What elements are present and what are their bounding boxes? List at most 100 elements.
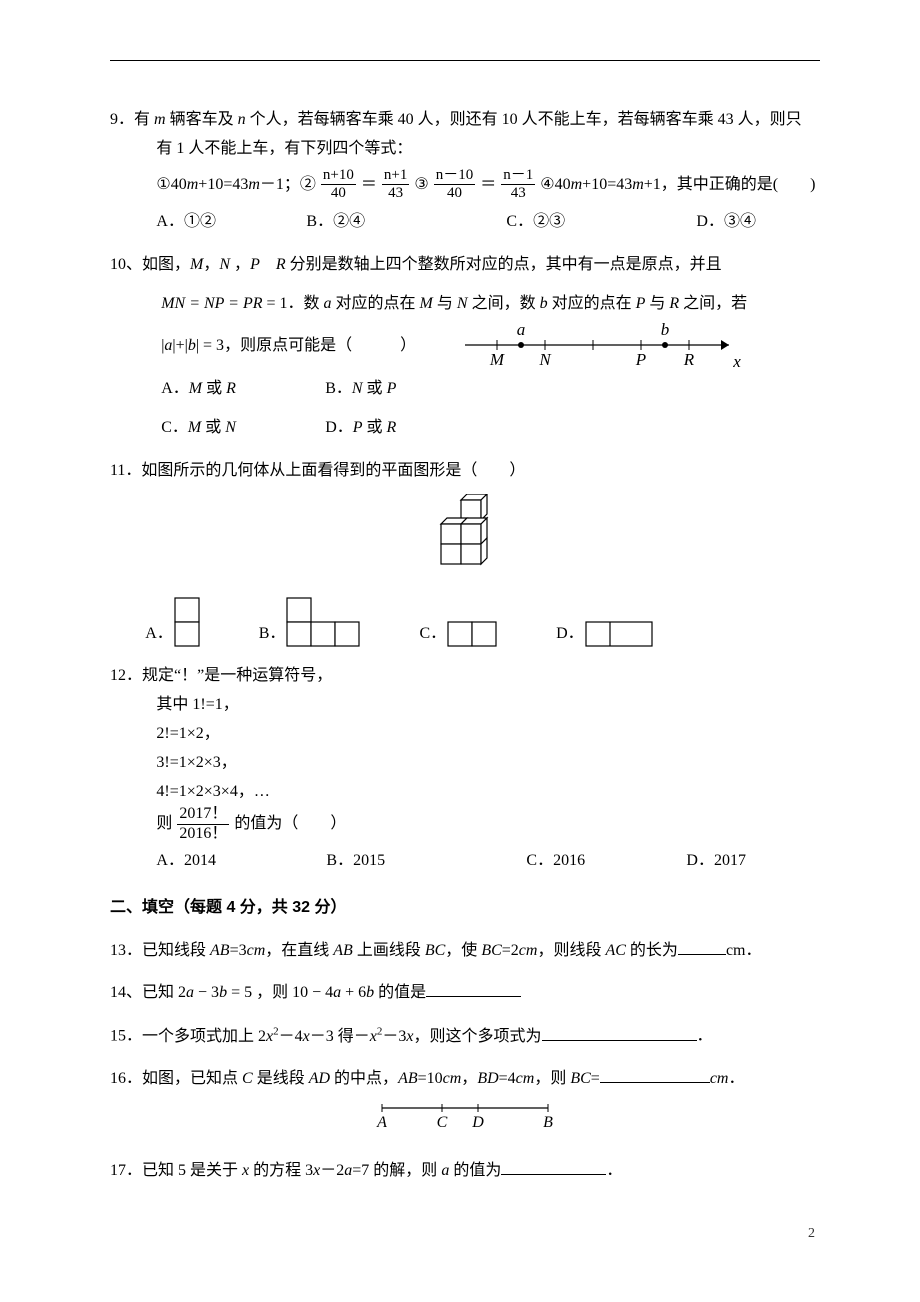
q12-line3: 2!=1×2， <box>110 720 820 749</box>
q15-period: ． <box>697 1028 713 1045</box>
q15-number: 15． <box>110 1028 142 1045</box>
q9-eq-prefix: ①40m+10=43m－1；② <box>156 176 316 193</box>
q16-number: 16． <box>110 1070 142 1087</box>
q11-opt-d: D． <box>556 620 654 649</box>
q11-opt-a: A． <box>145 596 201 648</box>
q12-l6-pre: 则 <box>156 815 172 832</box>
page-number: 2 <box>110 1221 820 1246</box>
q9-options: A．①② B．②④ C．②③ D．③④ <box>110 208 820 237</box>
q12-frac: 2017！2016！ <box>177 806 229 843</box>
q11-fig-d <box>584 620 654 648</box>
q12-line5: 4!=1×2×3×4，… <box>110 778 820 807</box>
header-rule <box>110 60 820 61</box>
q9-opt-d: D．③④ <box>696 208 756 237</box>
label-x: x <box>732 352 741 371</box>
q12-line1: 12．规定“！”是一种运算符号， <box>110 662 820 691</box>
q10-number: 10、 <box>110 256 142 273</box>
q13-number: 13． <box>110 942 142 959</box>
q14-blank <box>426 980 521 997</box>
q12-options: A．2014 B．2015 C．2016 D．2017 <box>110 847 820 876</box>
q9-frac-1: n+1040 <box>321 168 356 203</box>
q9-text-1: 有 m 辆客车及 n 个人，若每辆客车乘 40 人，则还有 10 人不能上车，若… <box>134 111 802 128</box>
q9-frac-4: n－143 <box>501 168 535 203</box>
q13-blank <box>678 938 726 955</box>
q14-number: 14、 <box>110 984 142 1001</box>
label-P: P <box>635 350 646 369</box>
q9-eq-sep1: ＝ <box>361 176 377 193</box>
q12-l6-post: 的值为（ ） <box>234 815 346 832</box>
q10-line1: 10、如图，M，N ，P R 分别是数轴上四个整数所对应的点，其中有一点是原点，… <box>110 251 820 280</box>
seg-label-A: A <box>376 1114 387 1131</box>
label-M: M <box>489 350 505 369</box>
q11-opt-b: B． <box>259 596 362 648</box>
q11-line1: 11．如图所示的几何体从上面看得到的平面图形是（ ） <box>110 457 820 486</box>
q14-text: 已知 2a − 3b = 5 ，则 10 − 4a + 6b 的值是 <box>142 984 426 1001</box>
q9-circ3: ③ <box>414 176 428 193</box>
q10-text-1: 如图，M，N ，P R 分别是数轴上四个整数所对应的点，其中有一点是原点，并且 <box>142 256 722 273</box>
q11-text: 如图所示的几何体从上面看得到的平面图形是（ ） <box>141 462 525 479</box>
question-16: 16．如图，已知点 C 是线段 AD 的中点，AB=10cm，BD=4cm，则 … <box>110 1065 820 1143</box>
q12-opt-d: D．2017 <box>686 847 746 876</box>
q11-opt-d-label: D． <box>556 620 584 649</box>
q10-opt-c: C．M 或 N <box>161 414 321 443</box>
q12-opt-c: C．2016 <box>526 847 686 876</box>
q16-figure: A C D B <box>110 1100 820 1143</box>
q11-opt-c: C． <box>419 620 498 649</box>
q10-opt-a: A．M 或 R <box>161 375 321 404</box>
q10-line2: MN = NP = PR = 1．数 a 对应的点在 M 与 N 之间，数 b … <box>110 290 820 319</box>
q12-line6: 则 2017！2016！ 的值为（ ） <box>110 806 820 843</box>
question-12: 12．规定“！”是一种运算符号， 其中 1!=1， 2!=1×2， 3!=1×2… <box>110 662 820 875</box>
section-2-heading: 二、填空（每题 4 分，共 32 分） <box>110 894 820 923</box>
q10-abs: |a|+|b| = 3 <box>161 337 224 354</box>
q9-frac-2: n+143 <box>382 168 409 203</box>
q17-period: ． <box>606 1162 622 1179</box>
q9-number: 9． <box>110 111 134 128</box>
q10-eq1: MN = NP = PR <box>161 295 262 312</box>
seg-label-D: D <box>471 1114 484 1131</box>
q9-opt-b: B．②④ <box>306 208 506 237</box>
q10-l2post: ．数 a 对应的点在 M 与 N 之间，数 b 对应的点在 P 与 R 之间，若 <box>288 295 748 312</box>
q11-fig-b <box>285 596 361 648</box>
page: 9．有 m 辆客车及 n 个人，若每辆客车乘 40 人，则还有 10 人不能上车… <box>0 0 920 1286</box>
q16-unit: cm． <box>710 1070 745 1087</box>
question-14: 14、已知 2a − 3b = 5 ，则 10 − 4a + 6b 的值是 <box>110 979 820 1008</box>
q17-text: 已知 5 是关于 x 的方程 3x－2a=7 的解，则 a 的值为 <box>142 1162 501 1179</box>
numberline-svg: a b M N P R x <box>465 319 745 379</box>
label-N: N <box>538 350 552 369</box>
question-17: 17．已知 5 是关于 x 的方程 3x－2a=7 的解，则 a 的值为． <box>110 1157 820 1186</box>
q12-opt-b: B．2015 <box>326 847 526 876</box>
q11-fig-a <box>173 596 201 648</box>
q17-blank <box>501 1158 606 1175</box>
q10-l3post: ，则原点可能是（ ） <box>224 337 416 354</box>
q13-unit: cm． <box>726 942 762 959</box>
seg-label-B: B <box>543 1114 553 1131</box>
q11-options: A． B． <box>110 596 820 648</box>
q10-numberline: a b M N P R x <box>465 319 745 390</box>
q11-fig-c <box>446 620 498 648</box>
q11-opt-b-label: B． <box>259 620 286 649</box>
label-a: a <box>517 320 526 339</box>
q15-text: 一个多项式加上 2x2－4x－3 得－x2－3x，则这个多项式为 <box>142 1028 542 1045</box>
question-10: 10、如图，M，N ，P R 分别是数轴上四个整数所对应的点，其中有一点是原点，… <box>110 251 820 443</box>
q11-solid-icon <box>425 494 505 576</box>
q12-text-1: 规定“！”是一种运算符号， <box>142 667 332 684</box>
q12-line2: 其中 1!=1， <box>110 691 820 720</box>
q16-segment-svg: A C D B <box>370 1100 560 1132</box>
q12-opt-a: A．2014 <box>156 847 326 876</box>
question-15: 15．一个多项式加上 2x2－4x－3 得－x2－3x，则这个多项式为 ． <box>110 1022 820 1051</box>
question-13: 13．已知线段 AB=3cm，在直线 AB 上画线段 BC，使 BC=2cm，则… <box>110 937 820 966</box>
q9-opt-c: C．②③ <box>506 208 696 237</box>
q10-opt-d: D．P 或 R <box>325 414 396 443</box>
q15-blank <box>542 1024 697 1041</box>
question-9: 9．有 m 辆客车及 n 个人，若每辆客车乘 40 人，则还有 10 人不能上车… <box>110 106 820 237</box>
q10-opt-b: B．N 或 P <box>325 375 396 404</box>
q9-frac-3: n－1040 <box>434 168 476 203</box>
label-R: R <box>683 350 695 369</box>
q12-line4: 3!=1×2×3， <box>110 749 820 778</box>
question-11: 11．如图所示的几何体从上面看得到的平面图形是（ ） <box>110 457 820 649</box>
q12-number: 12． <box>110 667 142 684</box>
q9-line1: 9．有 m 辆客车及 n 个人，若每辆客车乘 40 人，则还有 10 人不能上车… <box>110 106 820 135</box>
q9-eq-suffix: ④40m+10=43m+1，其中正确的是( ) <box>540 176 815 193</box>
q16-text: 如图，已知点 C 是线段 AD 的中点，AB=10cm，BD=4cm，则 BC= <box>142 1070 600 1087</box>
q9-line2: 有 1 人不能上车，有下列四个等式： <box>110 135 820 164</box>
